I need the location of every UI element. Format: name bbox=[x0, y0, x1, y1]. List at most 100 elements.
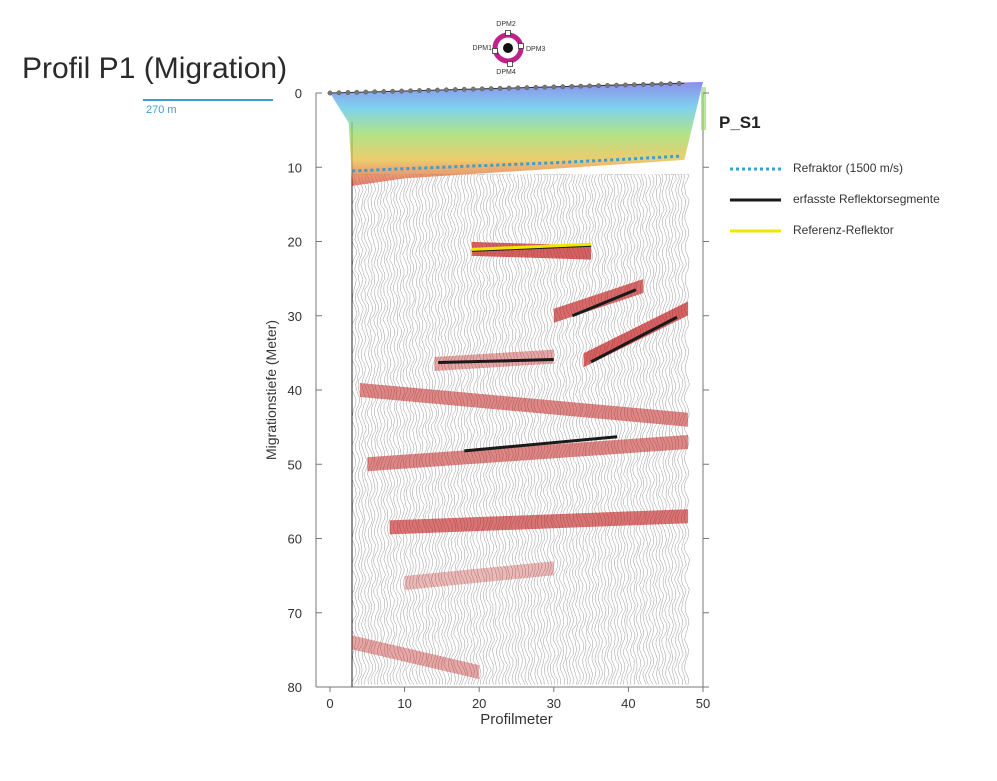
seismic-trace bbox=[450, 174, 457, 685]
geophone-marker bbox=[578, 83, 584, 89]
seismic-trace bbox=[453, 174, 460, 685]
axes: 0 10 20 30 40 50 60 70 80 0 10 20 30 40 50 Profilmeter M… bbox=[263, 86, 710, 728]
seismic-trace bbox=[396, 174, 402, 685]
seismic-trace bbox=[674, 174, 681, 685]
reflection-band bbox=[389, 509, 689, 535]
geophone-marker bbox=[399, 88, 405, 94]
velocity-edge bbox=[701, 87, 706, 131]
reflection-band bbox=[352, 635, 480, 680]
y-tick-label: 10 bbox=[288, 160, 302, 175]
seismic-trace bbox=[661, 174, 668, 685]
seismic-trace bbox=[434, 174, 441, 685]
reflector-segment bbox=[590, 315, 678, 364]
y-tick-label: 30 bbox=[288, 309, 302, 324]
seismic-trace bbox=[626, 174, 633, 685]
seismic-trace bbox=[594, 174, 601, 685]
y-tick-label: 20 bbox=[288, 235, 302, 250]
seismic-trace bbox=[629, 174, 636, 685]
seismic-trace bbox=[683, 174, 690, 685]
seismic-trace bbox=[609, 174, 617, 685]
seismic-traces bbox=[352, 174, 690, 685]
x-axis-label: Profilmeter bbox=[480, 711, 553, 728]
reflector-segment bbox=[438, 358, 554, 365]
seismic-trace bbox=[590, 174, 598, 685]
seismic-trace bbox=[354, 174, 361, 685]
refraktor-line bbox=[352, 154, 681, 173]
geophone-marker bbox=[658, 81, 664, 87]
seismic-trace bbox=[638, 174, 646, 685]
seismic-trace bbox=[655, 174, 662, 685]
reflection-band bbox=[359, 383, 689, 427]
geophone-marker bbox=[569, 83, 575, 89]
reflection-band bbox=[553, 279, 644, 323]
y-tick-label: 50 bbox=[288, 457, 302, 472]
y-tick-label: 80 bbox=[288, 680, 302, 695]
geophone-marker bbox=[542, 84, 548, 90]
geophone-marker bbox=[434, 87, 440, 93]
probe-sensor bbox=[505, 30, 511, 36]
seismic-trace bbox=[401, 174, 409, 685]
geophone-marker bbox=[488, 86, 494, 92]
seismic-trace bbox=[386, 174, 393, 685]
seismic-trace bbox=[603, 174, 610, 685]
geophone-marker bbox=[497, 85, 503, 91]
seismic-trace bbox=[619, 174, 626, 685]
geophone-marker bbox=[345, 90, 351, 95]
reflector-segment bbox=[464, 435, 618, 453]
seismic-trace bbox=[408, 174, 415, 685]
seismic-trace bbox=[376, 174, 383, 685]
y-tick-label: 40 bbox=[288, 383, 302, 398]
seismic-trace bbox=[645, 174, 652, 685]
probe-sensor bbox=[518, 43, 524, 49]
geophone-marker bbox=[327, 90, 333, 96]
velocity-gradient bbox=[330, 81, 703, 186]
seismic-trace bbox=[389, 174, 396, 685]
seismic-trace bbox=[446, 174, 454, 685]
probe-center bbox=[503, 43, 513, 53]
seismic-trace bbox=[382, 174, 390, 685]
legend-label-segments: erfasste Reflektorsegmente bbox=[793, 192, 940, 206]
seismic-trace bbox=[424, 174, 431, 685]
seismic-trace bbox=[363, 174, 370, 685]
seismic-trace bbox=[616, 174, 623, 685]
seismic-trace bbox=[632, 174, 639, 685]
seismic-trace bbox=[360, 174, 367, 685]
geophone-marker bbox=[622, 82, 628, 88]
chart-title: Profil P1 (Migration) bbox=[22, 52, 288, 85]
seismic-trace bbox=[635, 174, 642, 685]
seismic-trace bbox=[677, 174, 684, 685]
seismic-trace bbox=[430, 174, 437, 685]
geophone-marker bbox=[470, 86, 476, 92]
scale-bar bbox=[143, 99, 273, 101]
geophone-marker bbox=[649, 81, 655, 87]
probe-sensor bbox=[507, 61, 513, 67]
geophone-marker bbox=[443, 87, 449, 93]
probe-label: DPM1 bbox=[473, 45, 493, 52]
seismic-trace bbox=[606, 174, 614, 685]
seismic-trace bbox=[427, 174, 434, 685]
scale-label: 270 m bbox=[146, 104, 177, 116]
x-tick-label: 50 bbox=[696, 696, 710, 711]
legend-label-refraktor: Refraktor (1500 m/s) bbox=[793, 161, 904, 175]
legend-swatches bbox=[730, 167, 781, 233]
seismic-trace bbox=[466, 174, 473, 685]
seismic-trace bbox=[459, 174, 466, 685]
geophone-marker bbox=[506, 85, 512, 91]
seismic-trace bbox=[597, 174, 604, 685]
seismic-trace bbox=[600, 174, 607, 685]
x-tick-label: 10 bbox=[397, 696, 411, 711]
seismic-trace bbox=[366, 174, 373, 685]
seismic-trace bbox=[613, 174, 620, 685]
geophone-marker bbox=[605, 82, 610, 88]
seismic-trace bbox=[405, 174, 412, 685]
referenz-reflektor-line bbox=[471, 242, 592, 251]
seismic-trace bbox=[415, 174, 421, 685]
geophone-marker bbox=[560, 84, 566, 90]
geophone-marker bbox=[417, 88, 422, 94]
seismic-trace bbox=[642, 174, 649, 685]
geophone-marker bbox=[479, 86, 485, 92]
seismic-trace bbox=[352, 174, 357, 685]
geophone-marker bbox=[381, 89, 387, 94]
seismic-trace bbox=[357, 174, 364, 685]
